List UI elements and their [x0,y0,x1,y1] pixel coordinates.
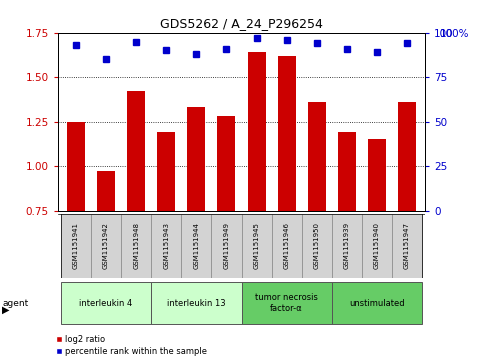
Text: tumor necrosis
factor-α: tumor necrosis factor-α [255,293,318,313]
Legend: log2 ratio, percentile rank within the sample: log2 ratio, percentile rank within the s… [53,332,210,359]
Bar [332,282,422,325]
Text: GSM1151939: GSM1151939 [344,223,350,269]
Bar [278,56,296,211]
Text: interleukin 13: interleukin 13 [167,299,226,307]
Bar [127,91,145,211]
Bar [247,52,266,211]
Bar [61,214,91,278]
Bar [332,214,362,278]
Bar [157,132,175,211]
Bar [121,214,151,278]
Bar [97,171,115,211]
Text: GSM1151940: GSM1151940 [374,223,380,269]
Text: GSM1151950: GSM1151950 [314,223,320,269]
Text: GSM1151942: GSM1151942 [103,223,109,269]
Bar [308,102,326,211]
Bar [271,214,302,278]
Text: GSM1151941: GSM1151941 [73,223,79,269]
Text: GSM1151943: GSM1151943 [163,223,169,269]
Text: unstimulated: unstimulated [349,299,405,307]
Bar [338,132,356,211]
Bar [67,122,85,211]
Text: GSM1151947: GSM1151947 [404,223,410,269]
Bar [151,282,242,325]
Bar [181,214,212,278]
Bar [392,214,422,278]
Text: ▶: ▶ [2,304,10,314]
Bar [398,102,416,211]
Bar [212,214,242,278]
Y-axis label: 100%: 100% [440,29,469,39]
Bar [151,214,181,278]
Title: GDS5262 / A_24_P296254: GDS5262 / A_24_P296254 [160,17,323,30]
Bar [242,282,332,325]
Bar [302,214,332,278]
Text: GSM1151945: GSM1151945 [254,223,259,269]
Bar [362,214,392,278]
Bar [217,116,236,211]
Text: interleukin 4: interleukin 4 [80,299,133,307]
Bar [368,139,386,211]
Bar [91,214,121,278]
Bar [187,107,205,211]
Text: GSM1151949: GSM1151949 [224,223,229,269]
Bar [242,214,271,278]
Text: agent: agent [2,299,28,307]
Text: GSM1151946: GSM1151946 [284,223,290,269]
Bar [61,282,151,325]
Text: GSM1151944: GSM1151944 [193,223,199,269]
Text: GSM1151948: GSM1151948 [133,223,139,269]
